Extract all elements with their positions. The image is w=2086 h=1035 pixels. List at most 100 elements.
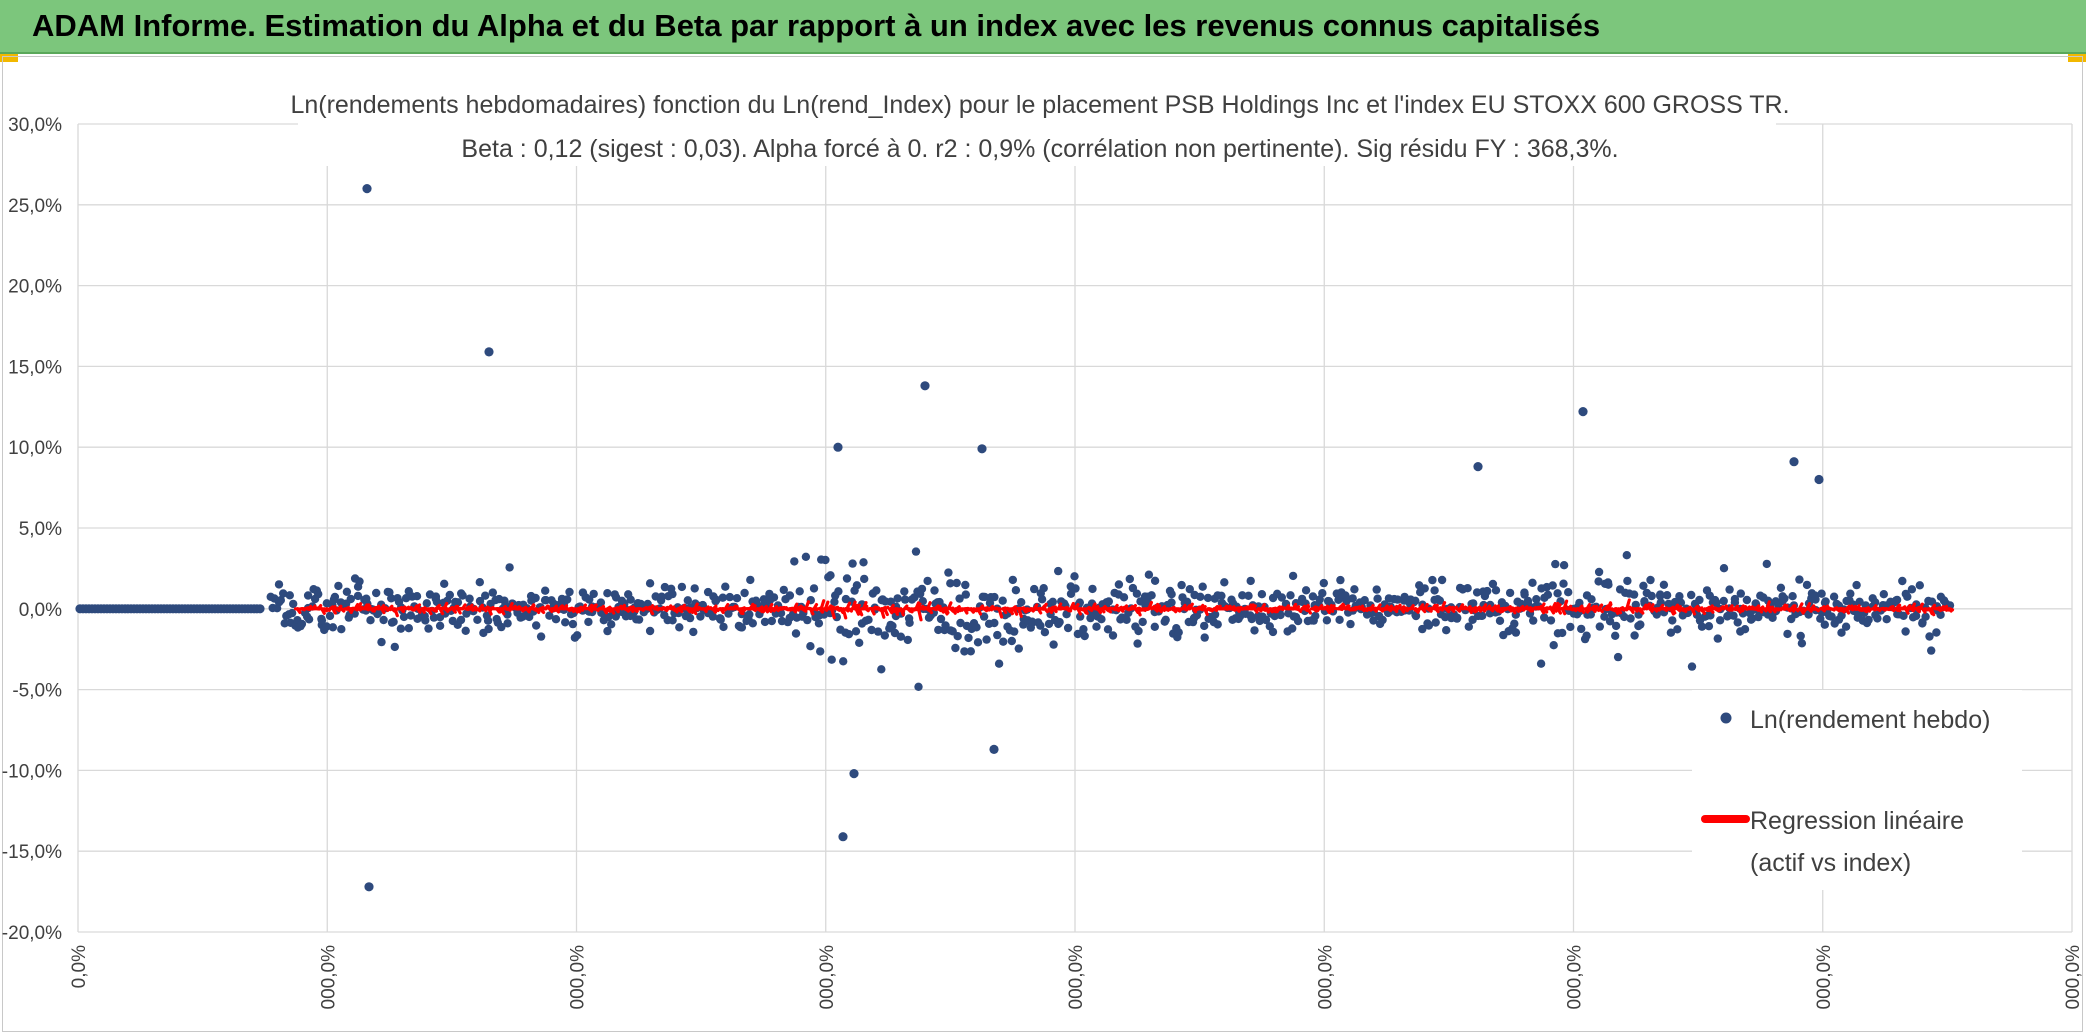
data-point xyxy=(953,632,962,641)
data-point xyxy=(848,559,857,568)
data-point xyxy=(725,592,734,602)
regression-mark xyxy=(1043,607,1050,614)
regression-mark xyxy=(1494,604,1501,611)
data-point xyxy=(1936,610,1945,619)
data-point xyxy=(1411,611,1421,621)
regression-mark xyxy=(1603,604,1610,611)
data-point xyxy=(346,594,355,604)
regression-mark xyxy=(1306,607,1313,615)
regression-mark xyxy=(1147,600,1154,611)
data-point xyxy=(435,621,445,630)
regression-mark xyxy=(677,607,684,614)
data-point xyxy=(387,594,396,603)
data-point xyxy=(607,620,616,629)
data-point xyxy=(1311,611,1320,621)
data-point xyxy=(1463,584,1472,593)
legend-label-regression-line2: (actif vs index) xyxy=(1750,849,1911,877)
data-point xyxy=(1811,595,1820,604)
data-point xyxy=(1652,610,1662,619)
data-point xyxy=(1114,580,1124,589)
data-point xyxy=(1014,644,1023,653)
data-point xyxy=(1007,636,1016,646)
regression-mark xyxy=(1542,607,1549,614)
data-point xyxy=(1167,598,1176,607)
data-point xyxy=(839,657,848,666)
data-point xyxy=(1719,596,1728,606)
data-point xyxy=(980,592,989,602)
data-point-outlier xyxy=(1473,462,1483,472)
data-point xyxy=(589,589,598,599)
data-point xyxy=(573,631,582,640)
regression-mark xyxy=(801,607,808,613)
data-point xyxy=(1553,589,1562,598)
data-point xyxy=(1855,597,1864,606)
regression-mark xyxy=(1467,607,1473,615)
regression-mark xyxy=(1399,605,1406,611)
data-point xyxy=(801,552,811,561)
data-point xyxy=(1424,621,1434,630)
data-point xyxy=(864,615,873,624)
x-tick-label: 000,0% xyxy=(318,945,339,1010)
regression-mark xyxy=(1689,607,1696,612)
data-point xyxy=(1710,595,1720,605)
data-point xyxy=(1318,589,1327,598)
regression-mark xyxy=(819,599,826,611)
data-point xyxy=(1927,646,1936,655)
data-point xyxy=(1086,613,1095,623)
data-point xyxy=(1213,620,1222,629)
data-point xyxy=(1104,597,1114,606)
data-point xyxy=(1510,619,1519,628)
data-point xyxy=(1611,621,1621,631)
data-point xyxy=(1452,614,1462,623)
data-point xyxy=(1733,618,1742,627)
regression-mark xyxy=(593,607,600,613)
data-point xyxy=(1261,615,1271,625)
regression-mark xyxy=(1585,602,1592,611)
data-point xyxy=(596,598,606,607)
data-point xyxy=(1049,640,1058,649)
regression-mark xyxy=(976,607,983,616)
regression-mark xyxy=(1638,607,1645,615)
regression-mark xyxy=(902,604,909,611)
data-point xyxy=(1742,595,1752,605)
data-point xyxy=(1551,559,1560,569)
regression-mark xyxy=(1458,603,1465,611)
data-point xyxy=(964,633,973,643)
data-point xyxy=(1080,631,1089,641)
data-point xyxy=(505,563,514,572)
regression-mark xyxy=(1213,604,1219,611)
data-point xyxy=(1837,628,1846,637)
data-point xyxy=(503,619,512,628)
regression-mark xyxy=(1392,604,1399,611)
data-point xyxy=(1656,590,1665,599)
data-point xyxy=(1873,614,1882,623)
data-point xyxy=(1017,598,1026,607)
data-point xyxy=(1196,592,1205,601)
y-tick-label: -5,0% xyxy=(12,681,62,702)
data-point xyxy=(1039,584,1048,593)
regression-mark xyxy=(416,607,422,612)
regression-mark xyxy=(1403,607,1409,613)
regression-mark xyxy=(587,607,594,613)
regression-mark xyxy=(1770,607,1777,614)
data-point xyxy=(677,582,687,592)
regression-mark xyxy=(1844,607,1851,615)
data-point xyxy=(1132,589,1142,598)
data-point xyxy=(1846,589,1855,598)
regression-mark xyxy=(1528,607,1535,613)
regression-mark xyxy=(711,604,718,611)
regression-mark xyxy=(1628,607,1635,614)
regression-mark xyxy=(1476,607,1483,613)
regression-mark xyxy=(719,607,725,615)
regression-mark xyxy=(325,607,331,613)
regression-mark xyxy=(609,607,616,615)
regression-mark xyxy=(1355,605,1361,611)
data-point xyxy=(412,592,422,601)
data-point xyxy=(1288,624,1297,633)
regression-mark xyxy=(1188,602,1194,611)
regression-mark xyxy=(1222,604,1229,611)
regression-mark xyxy=(1782,603,1789,611)
regression-mark xyxy=(1198,603,1205,611)
data-point xyxy=(859,558,868,567)
y-tick-label: 20,0% xyxy=(8,277,62,298)
